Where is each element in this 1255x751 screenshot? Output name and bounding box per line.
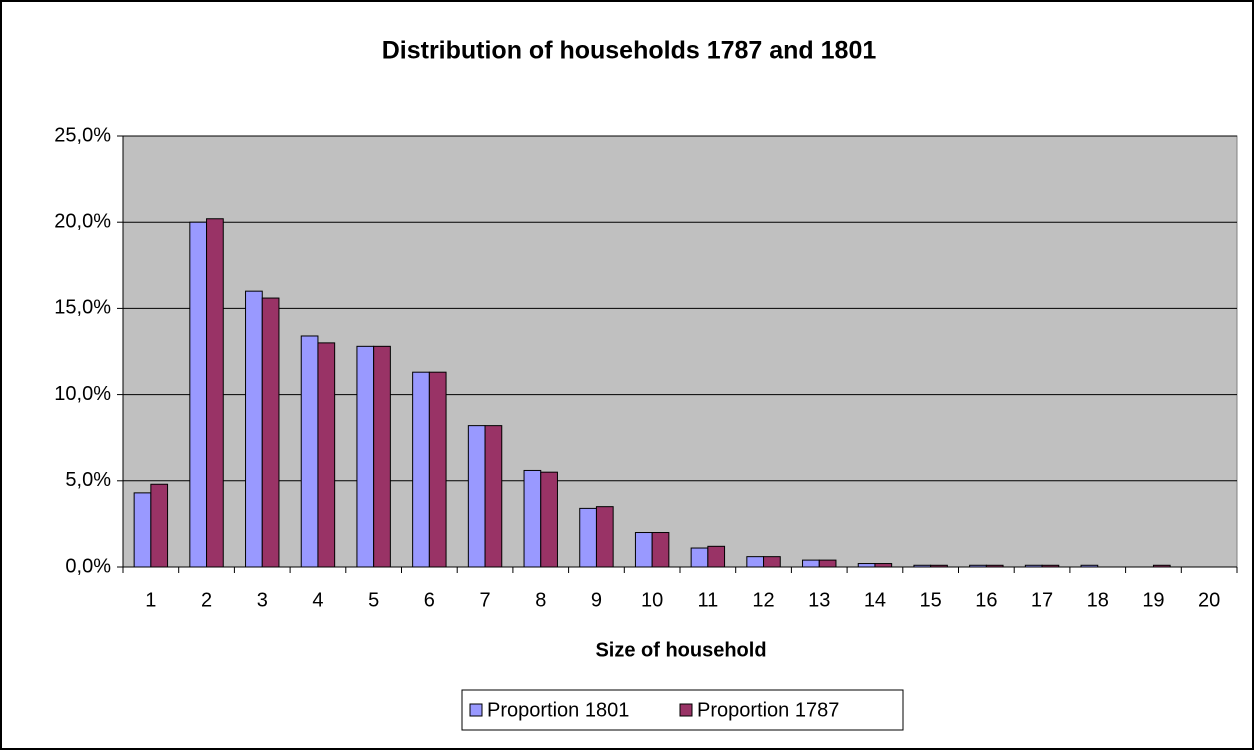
x-tick-label: 14	[864, 589, 886, 611]
bar	[261, 297, 280, 568]
plot-area	[122, 135, 1238, 568]
bar	[746, 556, 765, 568]
bar	[150, 483, 169, 568]
bar	[1024, 564, 1043, 568]
y-tick-label: 10,0%	[54, 383, 111, 405]
x-tick-label: 18	[1087, 589, 1109, 611]
x-tick-label: 19	[1142, 589, 1164, 611]
bar	[763, 556, 781, 568]
bar	[133, 492, 152, 568]
bar	[373, 345, 391, 568]
x-tick-label: 10	[641, 589, 663, 611]
legend-label: Proportion 1801	[487, 699, 629, 721]
x-axis-title: Size of household	[595, 639, 766, 661]
bar	[690, 547, 709, 568]
bar	[707, 545, 726, 568]
bar	[300, 335, 319, 568]
x-tick-label: 3	[257, 589, 268, 611]
x-tick-label: 12	[752, 589, 774, 611]
bar	[206, 218, 224, 568]
bar	[857, 563, 876, 568]
x-tick-label: 9	[591, 589, 602, 611]
bar	[317, 342, 336, 568]
x-tick-label: 8	[535, 589, 546, 611]
bar	[189, 221, 208, 568]
bar	[467, 425, 486, 568]
legend-swatch	[679, 703, 693, 717]
bar	[969, 564, 987, 568]
bar	[985, 564, 1004, 568]
y-tick-label: 0,0%	[65, 555, 111, 577]
bar	[484, 425, 503, 568]
bar	[579, 507, 597, 568]
bar	[595, 506, 614, 568]
x-tick-label: 13	[808, 589, 830, 611]
x-tick-label: 7	[479, 589, 490, 611]
bar	[1080, 564, 1099, 568]
bar	[930, 564, 948, 568]
bar	[428, 371, 447, 568]
x-tick-label: 16	[975, 589, 997, 611]
bar	[802, 559, 820, 568]
x-tick-label: 6	[424, 589, 435, 611]
bar	[540, 471, 558, 568]
x-tick-label: 20	[1198, 589, 1220, 611]
y-tick-label: 20,0%	[54, 210, 111, 232]
chart-title: Distribution of households 1787 and 1801	[382, 37, 877, 65]
x-tick-label: 2	[201, 589, 212, 611]
bar	[913, 564, 932, 568]
bar	[356, 345, 375, 568]
bar	[874, 563, 893, 568]
bar	[818, 559, 837, 568]
y-tick-label: 25,0%	[54, 124, 111, 146]
x-tick-label: 11	[697, 589, 718, 611]
x-tick-label: 1	[145, 589, 156, 611]
x-tick-label: 17	[1031, 589, 1053, 611]
bar	[1041, 564, 1060, 568]
legend-swatch	[469, 703, 483, 717]
x-tick-label: 15	[920, 589, 942, 611]
bar	[651, 532, 670, 568]
y-tick-label: 5,0%	[65, 469, 111, 491]
x-tick-label: 4	[312, 589, 323, 611]
bar	[523, 469, 542, 568]
bar	[245, 290, 263, 568]
bar	[634, 532, 653, 568]
bar	[412, 371, 430, 568]
x-tick-label: 5	[368, 589, 379, 611]
bar	[1152, 564, 1171, 568]
y-tick-label: 15,0%	[54, 297, 111, 319]
legend-label: Proportion 1787	[697, 699, 839, 721]
